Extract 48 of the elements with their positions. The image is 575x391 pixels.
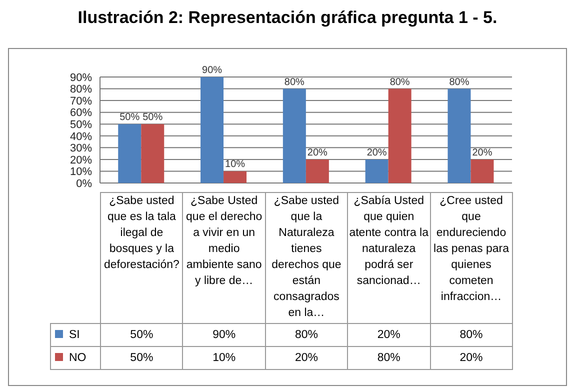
y-tick-label: 40%	[70, 130, 92, 143]
x-tick-label: ¿Sabía Usted que quien atente contra la naturaleza podrá ser sancionad…	[348, 192, 430, 324]
bar	[365, 159, 388, 183]
text: 10%	[225, 159, 246, 170]
y-tick-label: 20%	[70, 154, 92, 166]
bar	[200, 77, 224, 183]
legend-label: SI	[50, 324, 100, 346]
x-tick-label: ¿Cree usted que endureciendo las penas para quienes cometen infraccion…	[430, 192, 512, 324]
text: 80%	[284, 76, 304, 88]
bar	[448, 88, 471, 183]
data-label: 20%	[265, 346, 348, 370]
data-label: 50%	[100, 346, 183, 370]
bar	[224, 171, 247, 183]
data-label: 10%	[182, 346, 266, 370]
text: 90%	[202, 65, 222, 76]
data-label: 80%	[265, 324, 348, 346]
bar	[282, 88, 306, 183]
bar	[470, 159, 494, 183]
y-tick-label: 70%	[70, 95, 92, 108]
x-tick-label: ¿Sabe usted que la Naturaleza tienes derechos que están consagrados en la…	[265, 192, 348, 324]
text: 20%	[366, 147, 387, 158]
y-tick-label: 30%	[70, 142, 92, 155]
x-tick-label: ¿Sabe usted que es la tala ilegal de bosques y la deforestación?	[100, 192, 183, 324]
text: 50%	[120, 112, 140, 124]
bar	[141, 124, 164, 183]
x-tick-label: ¿Sabe Usted que el derecho a vivir en un medio ambiente sano y libre de…	[182, 192, 266, 324]
y-tick-label: 0%	[76, 178, 92, 190]
text: 80%	[449, 76, 470, 88]
data-label: 20%	[430, 346, 512, 370]
text: 20%	[472, 147, 492, 158]
data-label: 90%	[182, 324, 266, 346]
data-label: 80%	[348, 346, 430, 370]
y-tick-label: 50%	[70, 119, 92, 132]
bar	[118, 124, 142, 183]
data-label: 20%	[348, 324, 430, 346]
y-tick-label: 80%	[70, 84, 92, 96]
chart-title: Ilustración 2: Representación gráfica pregunta 1 - 5.	[76, 8, 498, 28]
text: 80%	[390, 76, 410, 88]
bar	[388, 88, 412, 183]
data-label: 50%	[100, 324, 183, 346]
data-label: 80%	[430, 324, 512, 346]
bar	[306, 159, 329, 183]
y-tick-label: 90%	[70, 72, 92, 84]
legend-label: NO	[50, 346, 100, 370]
y-tick-label: 10%	[70, 166, 92, 178]
text: 20%	[307, 147, 328, 158]
text: 50%	[142, 112, 163, 124]
y-tick-label: 60%	[70, 107, 92, 120]
